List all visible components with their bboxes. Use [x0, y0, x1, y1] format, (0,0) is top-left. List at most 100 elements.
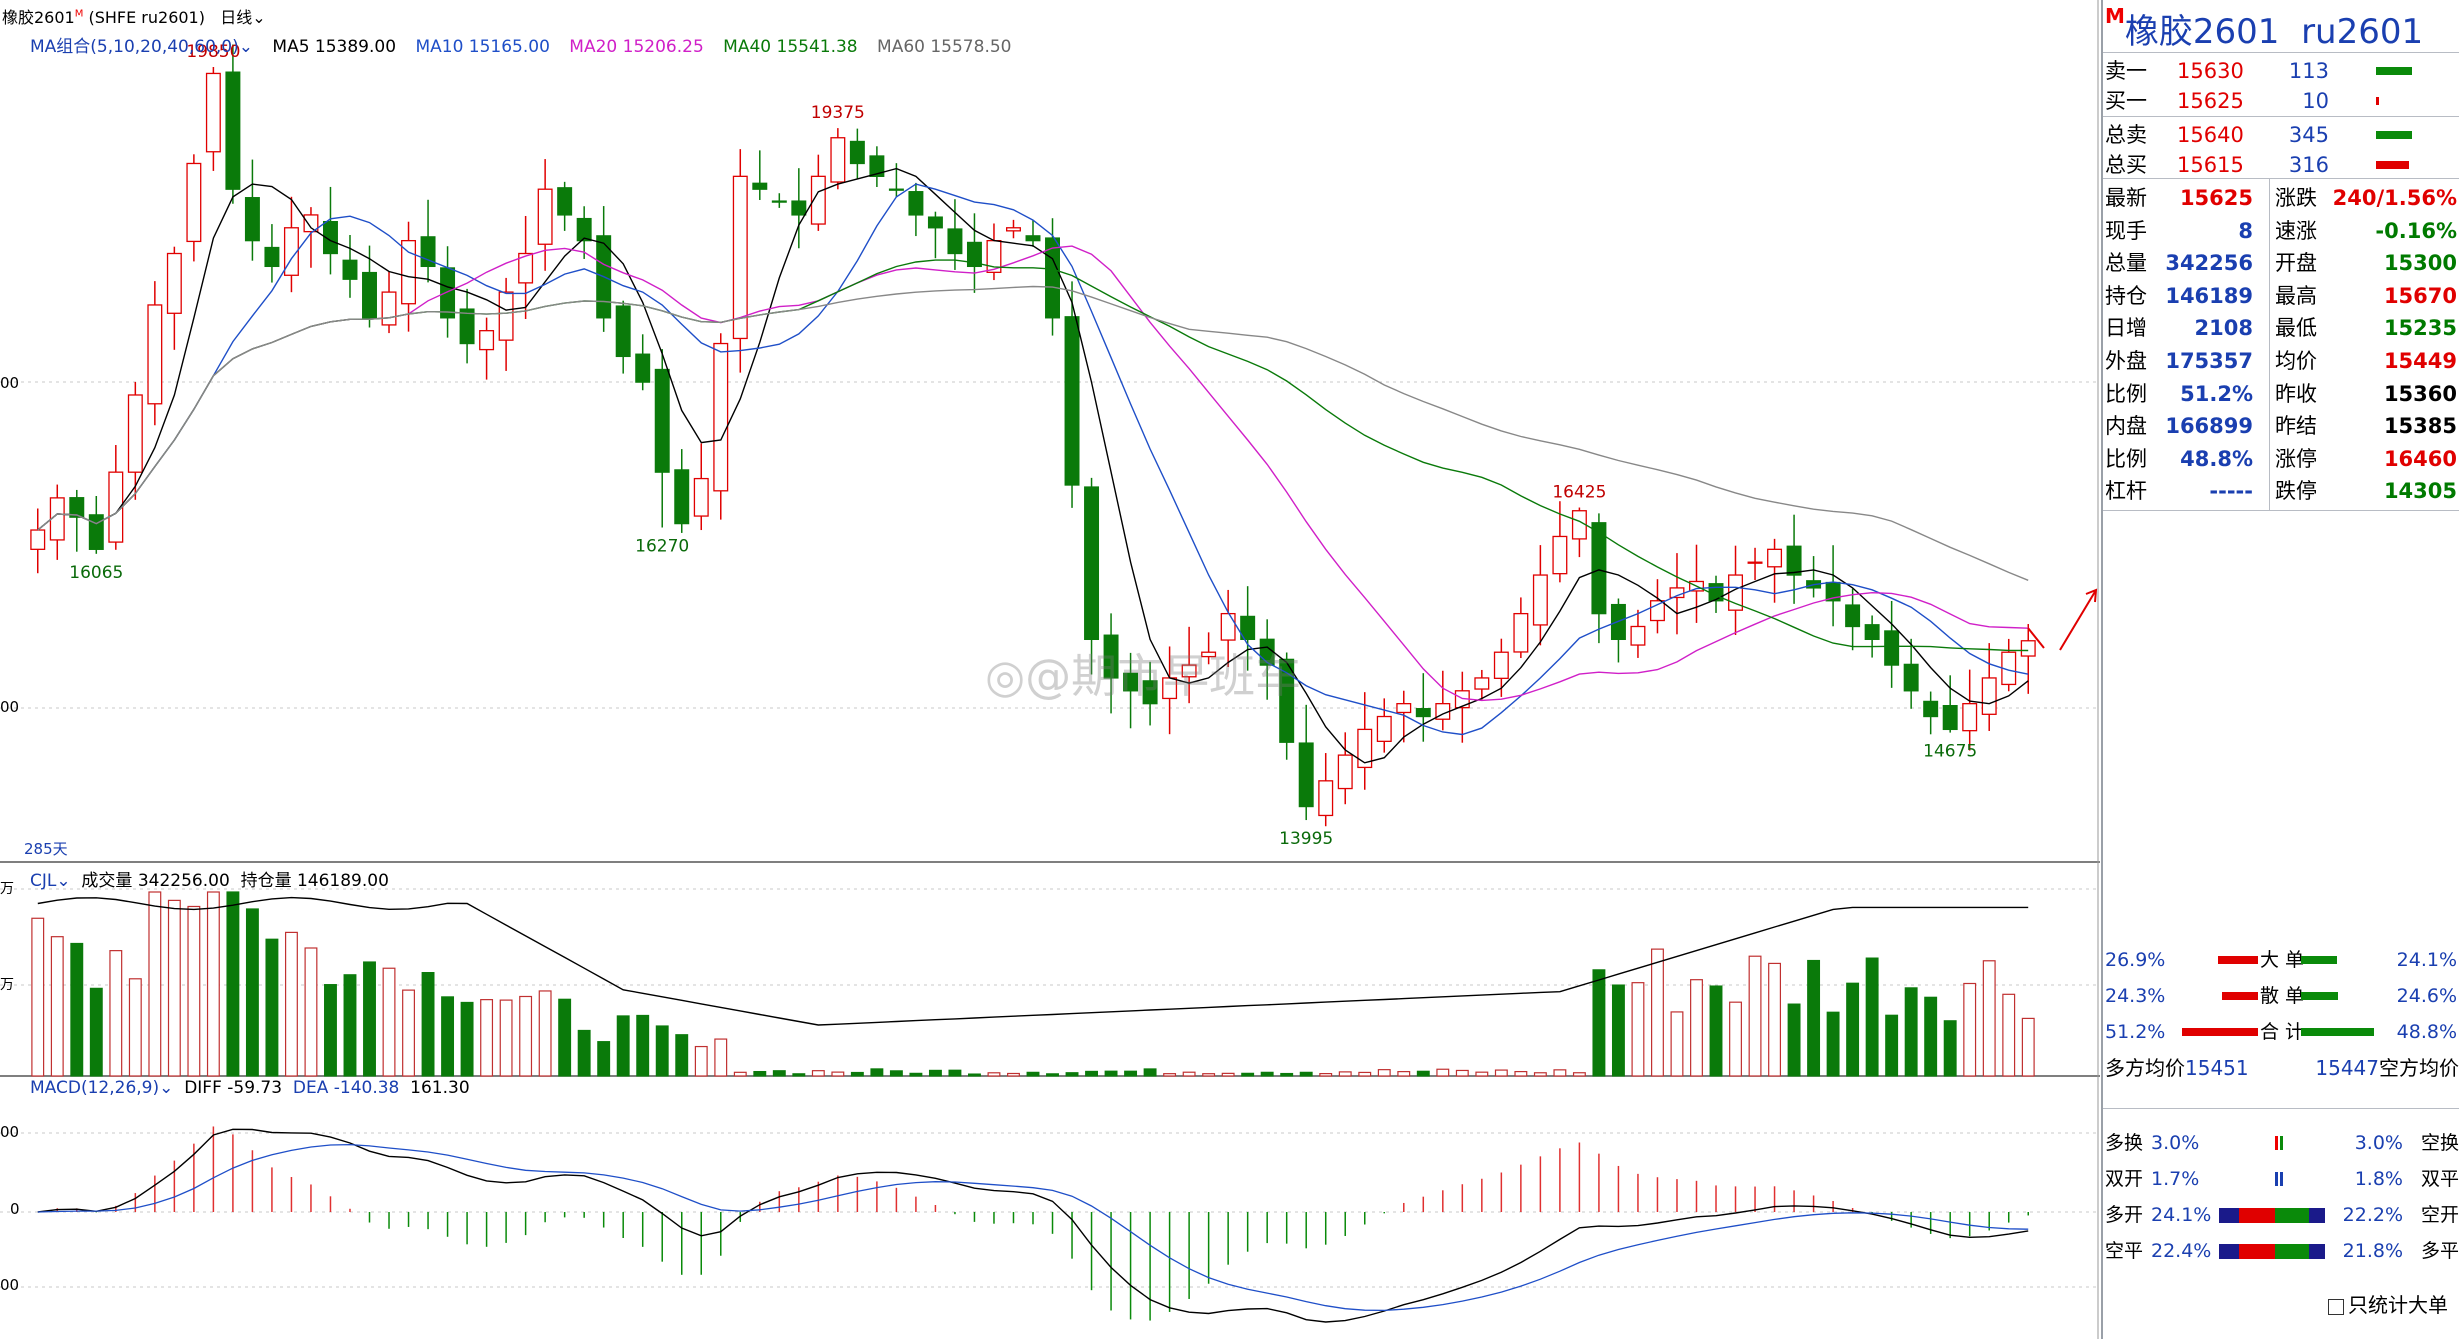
- candle-body: [752, 182, 768, 190]
- chevron-down-icon[interactable]: ⌄: [238, 37, 253, 57]
- volume-bar: [1358, 1071, 1372, 1077]
- cjl-label[interactable]: CJL: [30, 871, 57, 891]
- volume-bar: [324, 984, 337, 1077]
- candle-body: [1591, 522, 1607, 615]
- stat-value: 166899: [2165, 414, 2253, 439]
- orderbook-price: 15615: [2177, 153, 2244, 177]
- candle-body: [1630, 625, 1646, 646]
- volume-bar: [1729, 1001, 1742, 1077]
- macd-axis-label-upper: 00: [0, 1123, 20, 1141]
- candle-body: [615, 305, 631, 358]
- stat-label: 外盘: [2105, 349, 2147, 373]
- price-axis-label-upper: 00: [0, 374, 20, 392]
- volume-bar: [187, 905, 201, 1077]
- orderbook-row[interactable]: 总买 15615 316: [2103, 150, 2459, 180]
- orderbook-row[interactable]: 卖一 15630 113: [2103, 56, 2459, 86]
- candle-body: [966, 241, 982, 268]
- candle-body: [1006, 227, 1021, 232]
- candle-body: [205, 72, 221, 153]
- candle-body: [869, 155, 885, 177]
- volume-bar: [480, 999, 494, 1077]
- stat-label: 开盘: [2275, 251, 2317, 276]
- volume-bar: [1436, 1068, 1450, 1077]
- candle-body: [264, 246, 280, 268]
- candle-body: [1123, 672, 1139, 692]
- chart-symbol-header: 橡胶2601M (SHFE ru2601) 日线⌄: [2, 4, 266, 28]
- checkbox-icon[interactable]: [2328, 1298, 2344, 1315]
- stat-value: 8: [2238, 218, 2253, 243]
- stats-row: 现手 8 速涨 -0.16%: [2103, 216, 2459, 246]
- volume-bar: [675, 1034, 689, 1077]
- kline-chart[interactable]: 19850 16065 19375 16270 13995 16425 14675: [0, 0, 2100, 1339]
- candle-body: [1981, 677, 1997, 715]
- flow-row: 51.2% 合 计 48.8%: [2103, 1017, 2459, 1047]
- volume-bar: [343, 974, 357, 1077]
- only-big-orders-toggle[interactable]: 只统计大单: [2328, 1290, 2448, 1320]
- candle-body: [342, 259, 358, 280]
- chevron-down-icon[interactable]: ⌄: [252, 8, 266, 27]
- volume-bar: [1631, 982, 1645, 1077]
- stats-row: 比例 51.2% 昨收 15360: [2103, 379, 2459, 409]
- orderbook-row[interactable]: 买一 15625 10: [2103, 86, 2459, 116]
- chevron-down-icon[interactable]: ⌄: [56, 871, 71, 891]
- candle-body: [635, 353, 651, 383]
- exchange-code: (SHFE ru2601): [88, 8, 205, 27]
- stats-row: 外盘 175357 均价 15449: [2103, 346, 2459, 376]
- volume-bar: [1065, 1072, 1079, 1077]
- orderbook-price: 15625: [2177, 89, 2244, 113]
- volume-bar: [148, 891, 162, 1077]
- price-annotation: 19375: [811, 103, 865, 123]
- volume-bar: [1124, 1070, 1138, 1077]
- volume-bar: [1943, 1020, 1957, 1077]
- volume-bar: [1592, 969, 1606, 1077]
- volume-bar: [558, 998, 572, 1077]
- candle-body: [244, 197, 260, 242]
- candle-body: [1552, 535, 1568, 575]
- candle-body: [362, 271, 377, 319]
- candle-body: [1318, 780, 1334, 817]
- flow-buy-bar: [2218, 956, 2258, 964]
- volume-bar: [1904, 987, 1918, 1077]
- volume-bar: [655, 1025, 669, 1077]
- period-select[interactable]: 日线: [220, 8, 253, 27]
- volume-bar: [1104, 1070, 1118, 1077]
- candle-body: [732, 175, 748, 340]
- chart-area[interactable]: 19850 16065 19375 16270 13995 16425 14675 橡胶26…: [0, 0, 2100, 1339]
- ma-group-label[interactable]: MA组合(5,10,20,40,60,0): [30, 37, 239, 57]
- candle-body: [849, 140, 865, 165]
- flow-right-pct: 24.1%: [2396, 949, 2457, 971]
- position-label: 多换: [2105, 1132, 2144, 1154]
- volume-bar: [206, 891, 220, 1077]
- position-label: 多平: [2420, 1240, 2459, 1262]
- position-right-val: 21.8%: [2342, 1240, 2403, 1262]
- candle-body: [1279, 658, 1295, 743]
- volume-bar: [1553, 1069, 1567, 1077]
- stat-label: 持仓: [2105, 283, 2147, 308]
- stat-value: 240/1.56%: [2332, 186, 2457, 210]
- position-bar: [2309, 1244, 2325, 1259]
- volume-bar: [1046, 1073, 1059, 1077]
- volume-bar: [1143, 1068, 1157, 1077]
- price-annotation: 16425: [1552, 483, 1606, 503]
- candle-body: [459, 308, 475, 345]
- volume-bar: [499, 999, 513, 1077]
- flow-left-pct: 51.2%: [2105, 1021, 2166, 1043]
- candle-body: [147, 304, 163, 405]
- volume-bar: [1768, 962, 1782, 1077]
- stats-row: 日增 2108 最低 15235: [2103, 313, 2459, 343]
- chevron-down-icon[interactable]: ⌄: [159, 1078, 174, 1098]
- orderbook-row[interactable]: 总卖 15640 345: [2103, 120, 2459, 150]
- stat-value: -----: [2209, 479, 2253, 504]
- orderbook-label: 总买: [2105, 153, 2147, 177]
- ma-legend-item: MA5 15389.00: [272, 37, 397, 57]
- volume-bar: [226, 891, 240, 1077]
- volume-bar: [1026, 1071, 1040, 1077]
- orderbook-qty: 316: [2288, 153, 2329, 177]
- stat-label: 内盘: [2105, 414, 2147, 439]
- position-right-val: 3.0%: [2354, 1132, 2403, 1154]
- candle-body: [401, 239, 417, 305]
- macd-axis-label-zero: 0: [10, 1200, 20, 1218]
- position-row: 双开 1.7% 1.8% 双平: [2103, 1164, 2459, 1194]
- volume-bar: [421, 972, 435, 1077]
- macd-label[interactable]: MACD(12,26,9): [30, 1078, 160, 1098]
